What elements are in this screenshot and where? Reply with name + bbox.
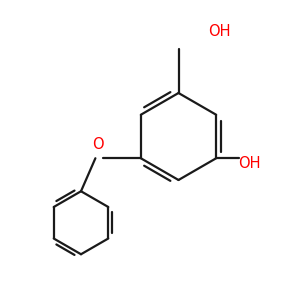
Text: O: O: [92, 137, 103, 152]
Text: OH: OH: [208, 24, 231, 39]
Text: OH: OH: [238, 156, 261, 171]
